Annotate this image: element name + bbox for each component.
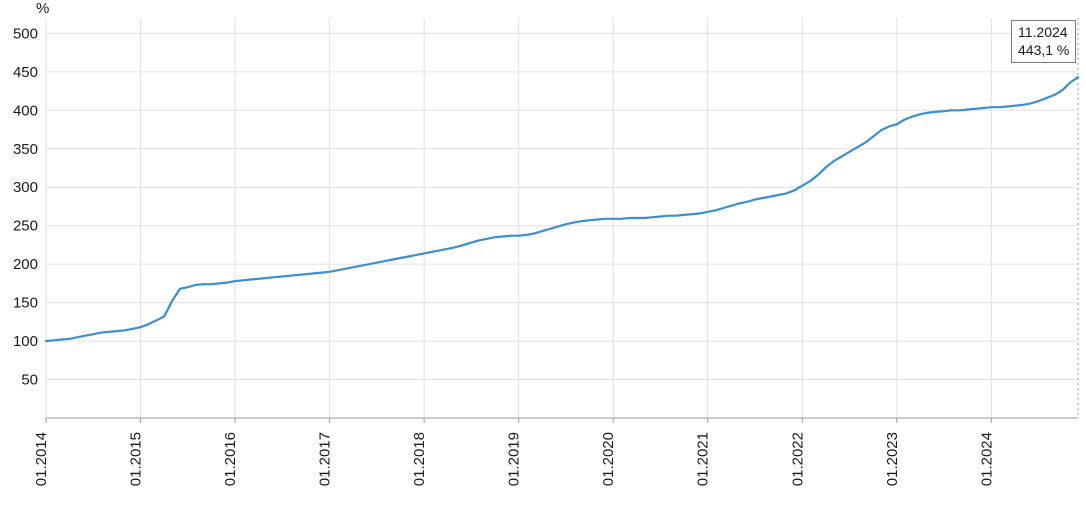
y-tick-label: 400 [13,102,38,119]
x-tick-label: 01.2016 [222,432,239,486]
y-tick-label: 350 [13,141,38,158]
y-tick-label: 200 [13,256,38,273]
x-tick-label: 01.2019 [506,432,523,486]
y-tick-label: 250 [13,218,38,235]
x-tick-label: 01.2015 [128,432,145,486]
x-tick-label: 01.2018 [411,432,428,486]
x-tick-label: 01.2017 [317,432,334,486]
x-tick-label: 01.2021 [695,432,712,486]
x-tick-label: 01.2022 [789,432,806,486]
y-tick-label: 300 [13,179,38,196]
chart-tooltip: 11.2024 443,1 % [1011,20,1076,63]
y-tick-label: 500 [13,25,38,42]
y-axis-unit-label: % [36,0,49,17]
x-tick-label: 01.2014 [33,432,50,486]
tooltip-line1: 11.2024 [1018,24,1069,42]
line-chart: % 50 100 150 200 250 300 350 400 450 500 01.2014 01… [0,0,1086,517]
x-tick-label: 01.2020 [600,432,617,486]
x-tick-label: 01.2023 [884,432,901,486]
y-tick-label: 100 [13,333,38,350]
y-tick-label: 50 [21,372,38,389]
y-tick-label: 150 [13,295,38,312]
x-tick-label: 01.2024 [978,432,995,486]
chart-svg: 50 100 150 200 250 300 350 400 450 500 01.2014 01.2… [0,0,1086,517]
data-line [46,77,1078,341]
y-tick-label: 450 [13,64,38,81]
tooltip-line2: 443,1 % [1018,42,1069,60]
